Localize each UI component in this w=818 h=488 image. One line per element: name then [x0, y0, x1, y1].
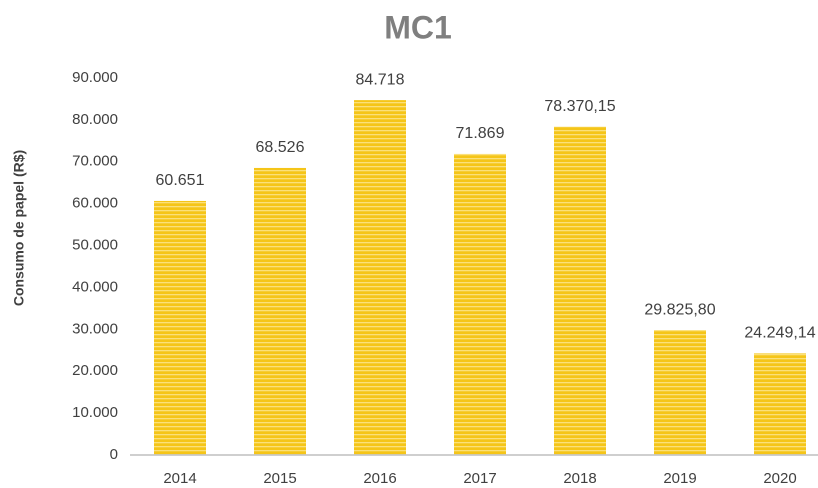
chart-title: MC1	[384, 9, 452, 45]
data-label: 78.370,15	[544, 98, 615, 115]
bar	[354, 100, 406, 456]
data-label: 71.869	[456, 125, 505, 142]
x-tick-label: 2020	[763, 470, 796, 487]
y-axis-label: Consumo de papel (R$)	[11, 150, 27, 306]
data-label: 60.651	[156, 172, 205, 189]
y-tick-label: 60.000	[72, 195, 118, 212]
x-tick-label: 2019	[663, 470, 696, 487]
y-tick-label: 90.000	[72, 69, 118, 86]
y-tick-label: 0	[110, 446, 118, 463]
data-label: 84.718	[356, 71, 405, 88]
y-tick-label: 10.000	[72, 404, 118, 421]
y-tick-label: 40.000	[72, 278, 118, 295]
data-label: 24.249,14	[744, 325, 815, 342]
x-tick-label: 2017	[463, 470, 496, 487]
x-tick-label: 2014	[163, 470, 196, 487]
bar	[654, 330, 706, 455]
x-tick-label: 2018	[563, 470, 596, 487]
y-tick-label: 70.000	[72, 153, 118, 170]
data-label: 68.526	[256, 139, 305, 156]
bar	[754, 353, 806, 455]
y-tick-label: 50.000	[72, 237, 118, 254]
bar	[454, 153, 506, 456]
x-tick-label: 2015	[263, 470, 296, 487]
bar	[154, 200, 206, 455]
y-tick-label: 80.000	[72, 111, 118, 128]
x-tick-label: 2016	[363, 470, 396, 487]
bar	[554, 126, 606, 455]
bar	[254, 167, 306, 455]
y-tick-label: 20.000	[72, 362, 118, 379]
data-label: 29.825,80	[644, 301, 715, 318]
y-tick-label: 30.000	[72, 320, 118, 337]
